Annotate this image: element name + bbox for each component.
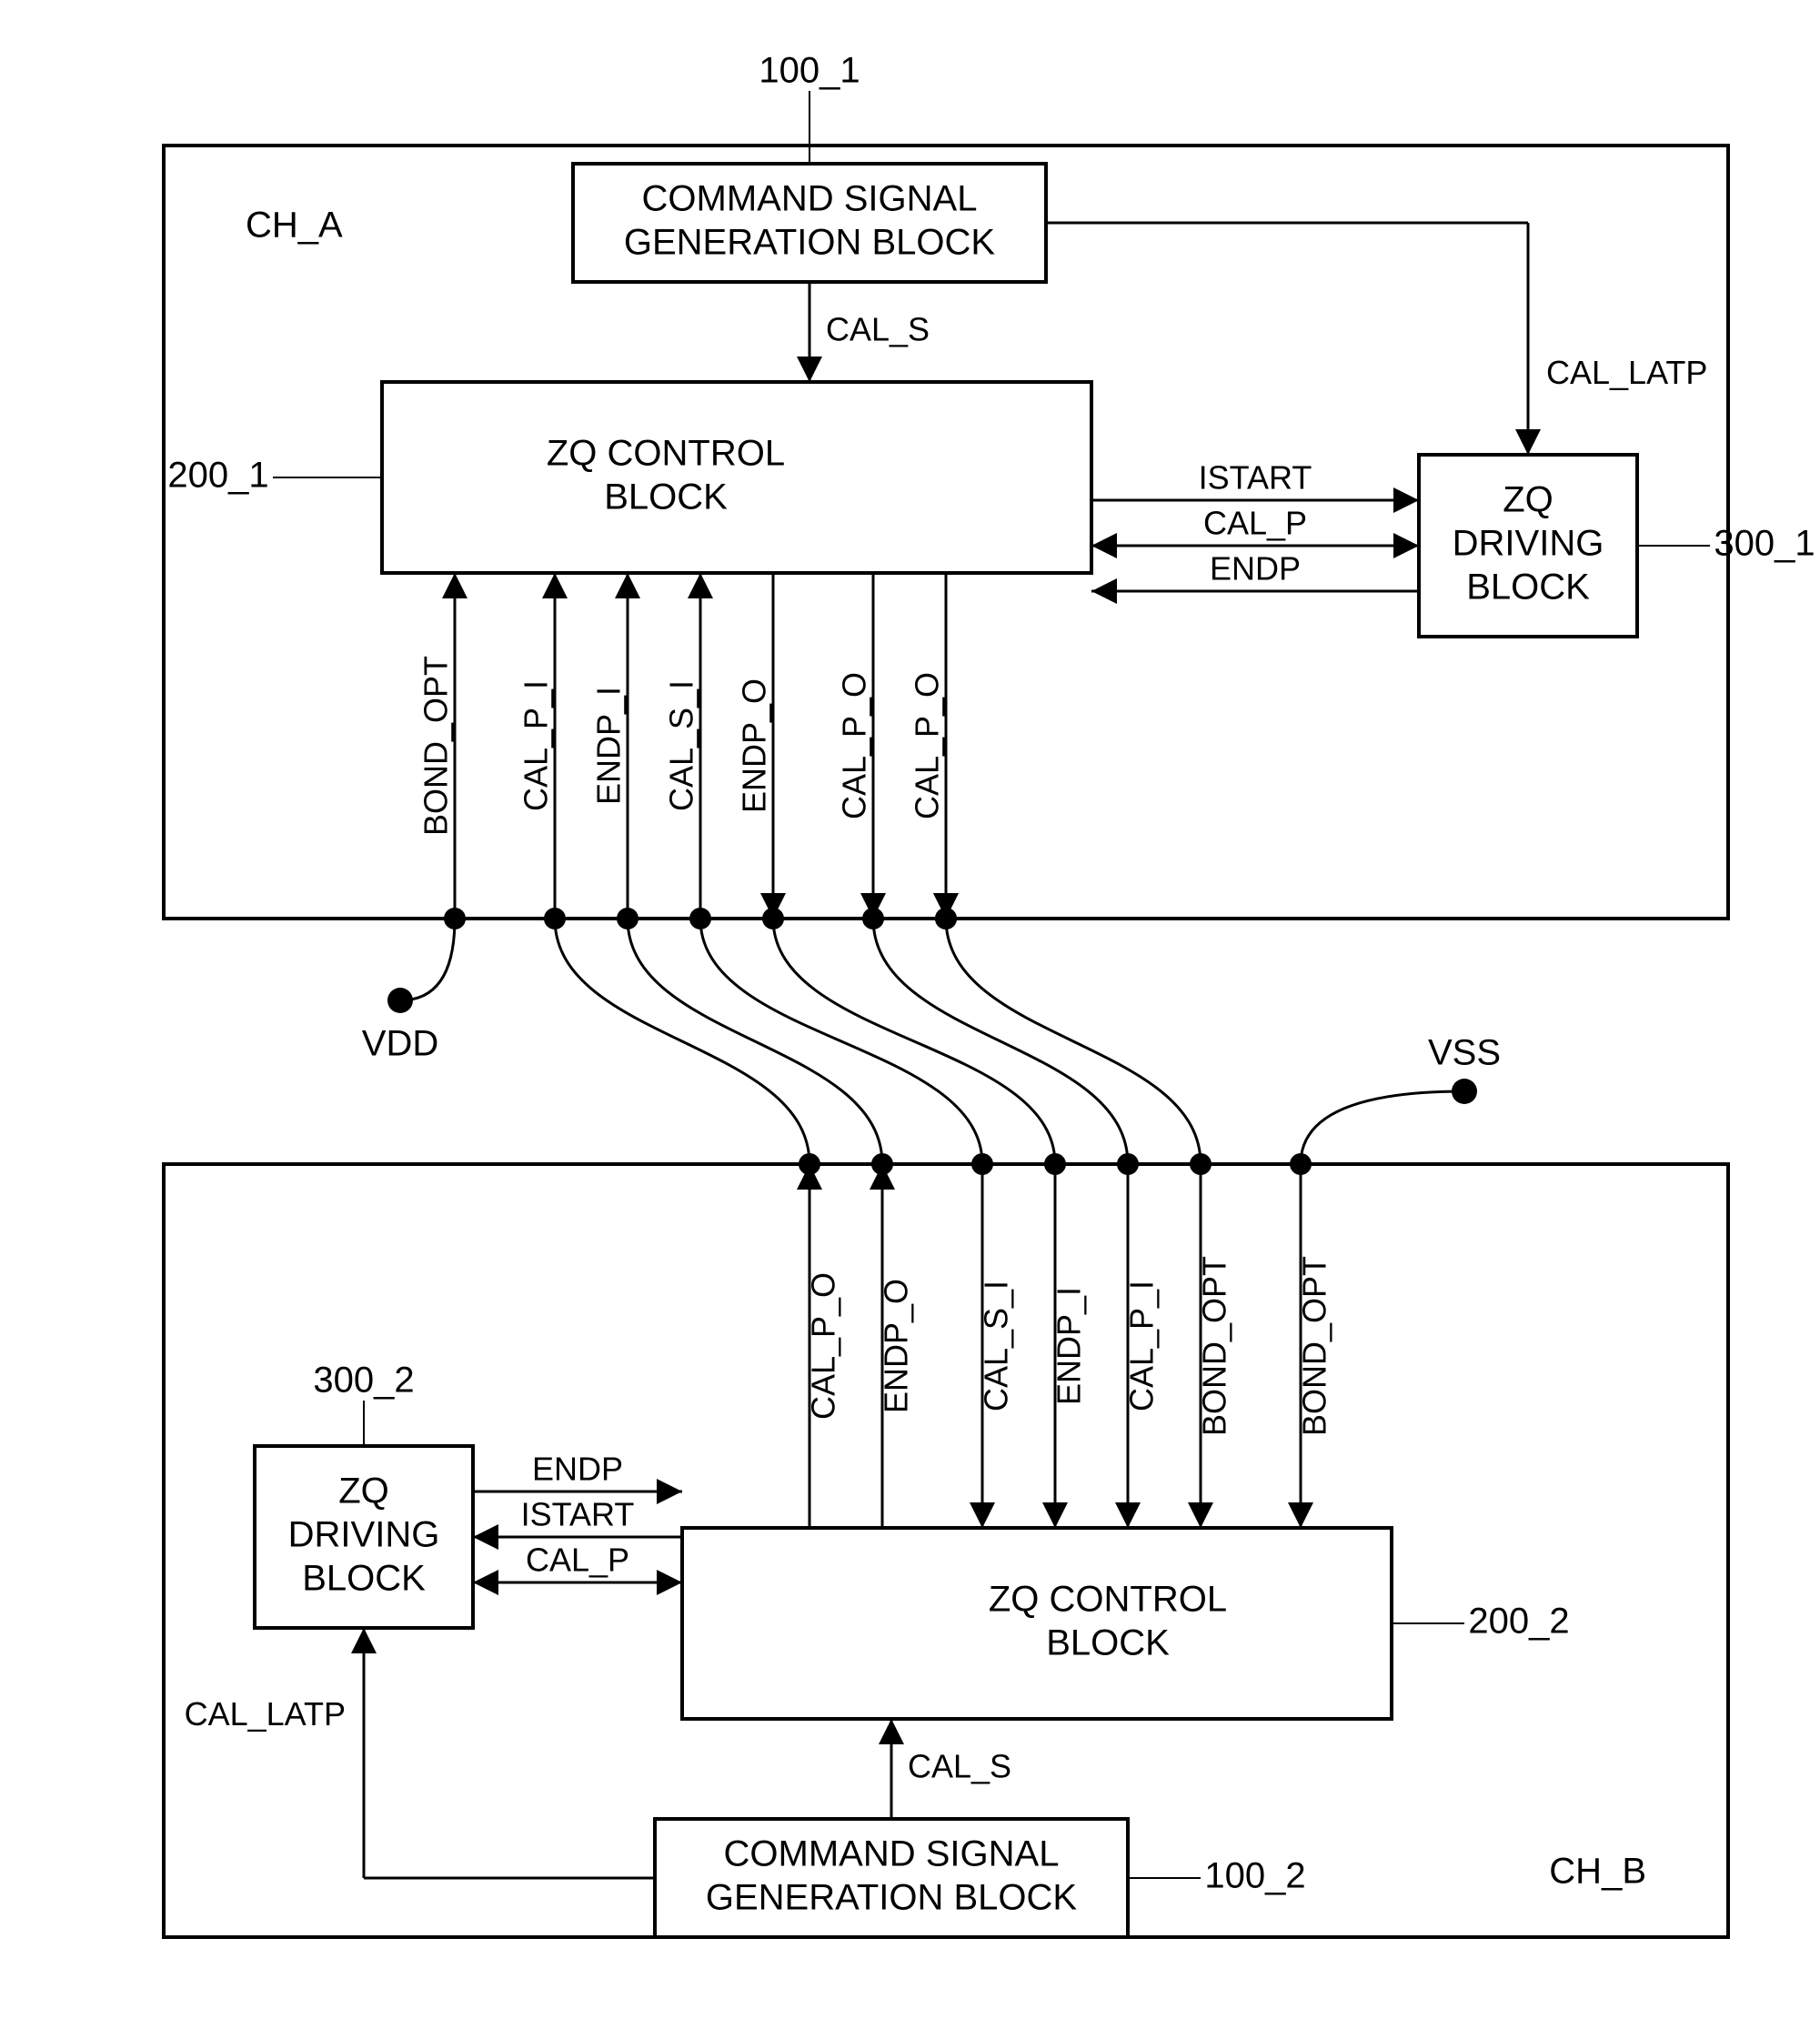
sig-cal-latp-b: CAL_LATP — [185, 1695, 346, 1733]
sig-endp_o-b: ENDP_O — [878, 1279, 915, 1413]
label-vss: VSS — [1428, 1033, 1501, 1073]
sig-bond-opt-b: BOND_OPT — [1296, 1256, 1333, 1436]
block-label: DRIVING — [288, 1515, 440, 1555]
sig-cal-latp-a: CAL_LATP — [1546, 354, 1707, 391]
block-label: DRIVING — [1453, 524, 1604, 564]
sig-istart-a: ISTART — [1199, 459, 1312, 497]
sig-bond-opt-a: BOND_OPT — [417, 656, 455, 836]
ref-200-1: 200_1 — [167, 456, 268, 496]
sig-cal-p-b: CAL_P — [526, 1542, 629, 1579]
sig-endp-a: ENDP — [1210, 550, 1301, 588]
sig-endp_i-a: ENDP_I — [590, 687, 628, 805]
sig-cal_p_o-a: CAL_P_O — [836, 672, 873, 819]
sig-cal_p_i-b: CAL_P_I — [1123, 1281, 1161, 1411]
sig-cal-p-a: CAL_P — [1203, 505, 1307, 542]
sig-endp_o-a: ENDP_O — [736, 678, 773, 813]
sig-cal-s-a: CAL_S — [826, 311, 930, 348]
block-label: BLOCK — [604, 477, 728, 517]
block-label: GENERATION BLOCK — [624, 223, 996, 263]
ref-200-2: 200_2 — [1468, 1602, 1569, 1642]
block-label: BLOCK — [1046, 1623, 1170, 1663]
block-label: BLOCK — [1466, 568, 1590, 608]
sig-cal_s_i-b: CAL_S_I — [978, 1281, 1015, 1411]
block-label: COMMAND SIGNAL — [642, 179, 978, 219]
ref-300-1: 300_1 — [1714, 524, 1815, 564]
block-label: GENERATION BLOCK — [706, 1878, 1078, 1918]
sig-cal-s-b: CAL_S — [908, 1748, 1011, 1785]
block-label: COMMAND SIGNAL — [724, 1834, 1060, 1874]
sig-cal_p_i-a: CAL_P_I — [518, 680, 555, 811]
block-label: ZQ — [1503, 480, 1554, 520]
sig-cal_p_o-b: CAL_P_O — [805, 1272, 842, 1420]
block-label: ZQ — [338, 1472, 389, 1512]
sig-cal_s_i-a: CAL_S_I — [663, 680, 700, 811]
sig-istart-b: ISTART — [521, 1496, 635, 1533]
frame-label-cha: CH_A — [246, 206, 343, 246]
block-label: ZQ CONTROL — [547, 434, 785, 474]
block-label: BLOCK — [302, 1559, 426, 1599]
label-vdd: VDD — [362, 1024, 438, 1064]
ref-300-2: 300_2 — [313, 1361, 414, 1401]
block-label: ZQ CONTROL — [989, 1580, 1227, 1620]
sig-cal_p_o-a: CAL_P_O — [909, 672, 946, 819]
sig-endp_i-b: ENDP_I — [1051, 1287, 1088, 1405]
sig-endp-b: ENDP — [532, 1451, 623, 1488]
ref-100-1: 100_1 — [759, 51, 860, 91]
frame-label-chb: CH_B — [1549, 1852, 1646, 1892]
ref-100-2: 100_2 — [1204, 1856, 1305, 1896]
sig-bond_opt-b: BOND_OPT — [1196, 1256, 1233, 1436]
